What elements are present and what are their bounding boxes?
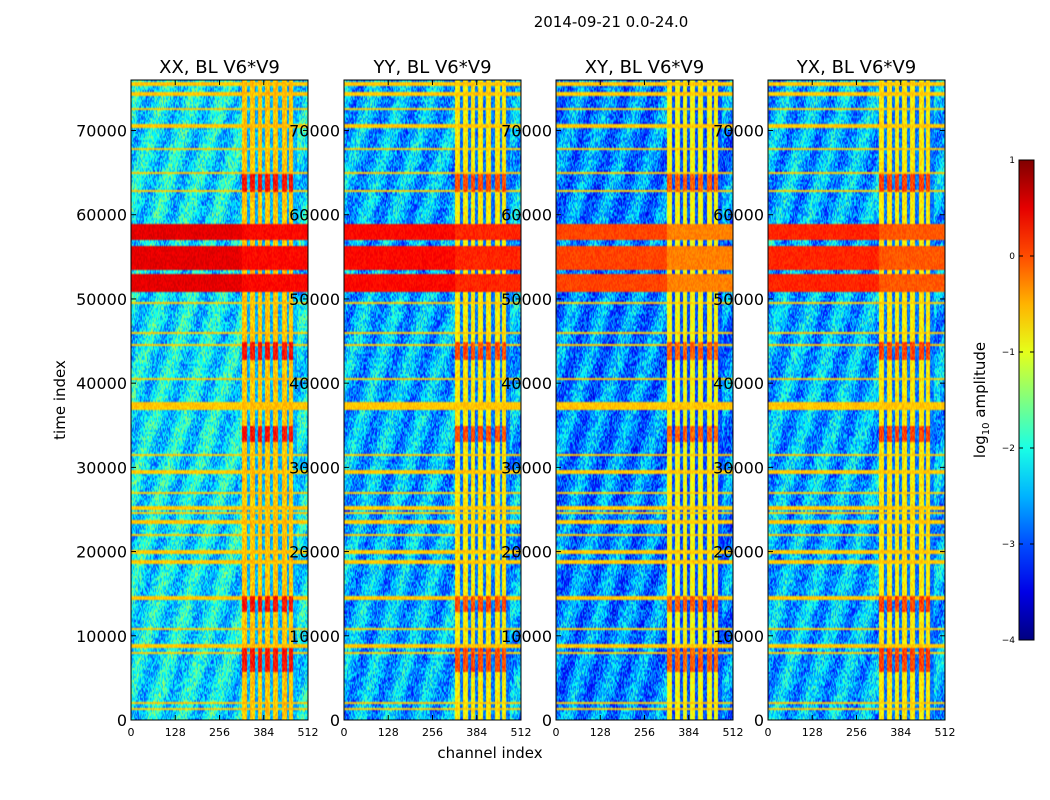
x-tick-label: 512 xyxy=(723,726,744,739)
colorbar-label: log10 amplitude xyxy=(971,342,992,458)
panel-yx: YX, BL V6*V9 0 10000 20000 30000 40000 50000 60… xyxy=(713,57,955,739)
y-tick-label: 50000 xyxy=(76,290,127,309)
x-tick-label: 384 xyxy=(890,726,911,739)
figure-title: 2014-09-21 0.0-24.0 xyxy=(534,13,689,31)
y-tick-label: 0 xyxy=(117,711,127,730)
y-tick-label: 0 xyxy=(754,711,764,730)
colorbar-label-prefix: log xyxy=(971,435,989,458)
y-tick-label: 70000 xyxy=(713,122,764,141)
y-axis-label: time index xyxy=(51,360,69,440)
panel-title: XY, BL V6*V9 xyxy=(585,57,704,78)
y-tick-label: 60000 xyxy=(501,206,552,225)
colorbar-gradient xyxy=(1018,159,1035,641)
y-tick-label: 50000 xyxy=(501,290,552,309)
y-tick-label: 20000 xyxy=(501,543,552,562)
colorbar-tick-label: −3 xyxy=(1002,540,1015,550)
colorbar-tick-label: 1 xyxy=(1009,156,1015,166)
x-tick-label: 128 xyxy=(378,726,399,739)
heatmap-xy xyxy=(556,80,733,720)
panels: XX, BL V6*V9 0 10000 20000 30000 40000 50000 60… xyxy=(76,57,955,739)
x-tick-label: 128 xyxy=(802,726,823,739)
y-tick-label: 20000 xyxy=(289,543,340,562)
x-tick-label: 256 xyxy=(209,726,230,739)
x-tick-label: 512 xyxy=(935,726,956,739)
y-tick-label: 50000 xyxy=(289,290,340,309)
x-tick-label: 256 xyxy=(846,726,867,739)
panel-yy: YY, BL V6*V9 0 10000 20000 30000 40000 50000 60… xyxy=(289,57,531,739)
x-tick-label: 0 xyxy=(341,726,348,739)
y-tick-label: 70000 xyxy=(76,122,127,141)
y-tick-label: 0 xyxy=(542,711,552,730)
colorbar-tick-label: −1 xyxy=(1002,348,1015,358)
y-tick-label: 60000 xyxy=(76,206,127,225)
x-tick-label: 512 xyxy=(298,726,319,739)
colorbar-tick-label: −4 xyxy=(1002,636,1016,646)
panel-title: YX, BL V6*V9 xyxy=(796,57,916,78)
x-axis-label: channel index xyxy=(437,744,542,762)
x-tick-label: 0 xyxy=(765,726,772,739)
panel-title: XX, BL V6*V9 xyxy=(159,57,280,78)
heatmap-xx xyxy=(131,80,308,720)
heatmap-yx xyxy=(768,80,945,720)
x-tick-label: 256 xyxy=(634,726,655,739)
y-tick-label: 30000 xyxy=(501,458,552,477)
y-tick-label: 40000 xyxy=(501,374,552,393)
x-tick-label: 0 xyxy=(128,726,135,739)
y-tick-label: 10000 xyxy=(76,627,127,646)
colorbar-tick-label: −2 xyxy=(1002,444,1015,454)
y-tick-label: 40000 xyxy=(76,374,127,393)
y-tick-label: 0 xyxy=(330,711,340,730)
y-tick-label: 40000 xyxy=(713,374,764,393)
y-tick-label: 10000 xyxy=(289,627,340,646)
x-tick-label: 384 xyxy=(253,726,274,739)
x-tick-label: 0 xyxy=(553,726,560,739)
y-tick-label: 70000 xyxy=(501,122,552,141)
colorbar-label-suffix: amplitude xyxy=(971,342,989,423)
y-tick-label: 50000 xyxy=(713,290,764,309)
y-tick-label: 30000 xyxy=(289,458,340,477)
x-tick-label: 384 xyxy=(466,726,487,739)
colorbar-label-sub: 10 xyxy=(981,422,992,435)
y-tick-label: 10000 xyxy=(501,627,552,646)
y-tick-label: 30000 xyxy=(76,458,127,477)
panel-xx: XX, BL V6*V9 0 10000 20000 30000 40000 50000 60… xyxy=(76,57,318,739)
panel-xy: XY, BL V6*V9 0 10000 20000 30000 40000 50000 60… xyxy=(501,57,743,739)
panel-title: YY, BL V6*V9 xyxy=(372,57,491,78)
heatmap-yy xyxy=(344,80,521,720)
x-tick-label: 256 xyxy=(422,726,443,739)
x-tick-label: 128 xyxy=(165,726,186,739)
x-tick-label: 384 xyxy=(678,726,699,739)
x-tick-label: 512 xyxy=(511,726,532,739)
colorbar-tick-label: 0 xyxy=(1009,252,1015,262)
y-tick-label: 30000 xyxy=(713,458,764,477)
y-tick-label: 60000 xyxy=(289,206,340,225)
y-tick-label: 10000 xyxy=(713,627,764,646)
y-tick-label: 60000 xyxy=(713,206,764,225)
y-tick-label: 20000 xyxy=(713,543,764,562)
y-tick-label: 20000 xyxy=(76,543,127,562)
x-tick-label: 128 xyxy=(590,726,611,739)
y-tick-label: 40000 xyxy=(289,374,340,393)
y-tick-label: 70000 xyxy=(289,122,340,141)
